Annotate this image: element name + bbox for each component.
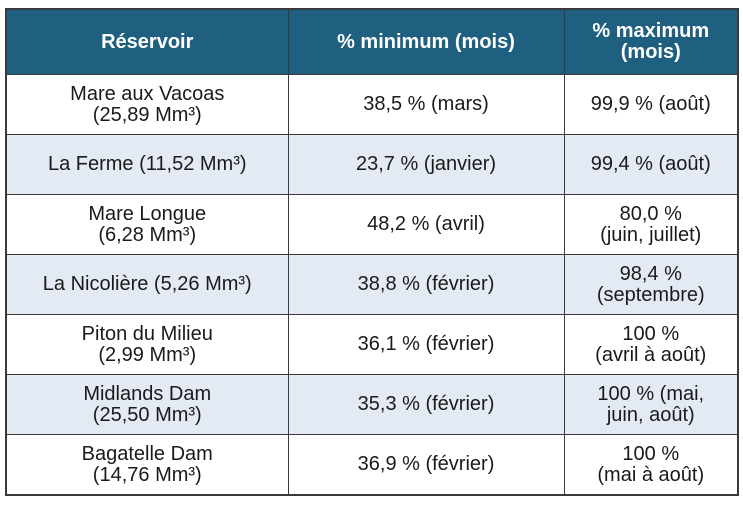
table-cell: Midlands Dam (25,50 Mm³) — [5, 374, 289, 435]
cell-line: Réservoir — [101, 30, 194, 53]
table-cell: Mare Longue (6,28 Mm³) — [5, 194, 289, 255]
cell-line: 98,4 % — [619, 262, 682, 285]
cell-line: 80,0 % — [619, 202, 682, 225]
cell-line: % maximum — [592, 20, 710, 42]
table-row: La Nicolière (5,26 Mm³) 38,8 % (février) 9… — [5, 254, 739, 315]
cell-line: (25,89 Mm³) — [92, 103, 202, 126]
header-cell: % minimum (mois) — [287, 8, 565, 75]
cell-line: 99,4 % (août) — [590, 153, 711, 175]
cell-line: Midlands Dam — [83, 382, 212, 405]
header-row: Réservoir % minimum (mois) % maximum (mois) — [5, 8, 739, 75]
table-cell: 48,2 % (avril) — [287, 194, 565, 255]
cell-line: (14,76 Mm³) — [92, 463, 202, 486]
reservoir-table: Réservoir % minimum (mois) % maximum (mois)… — [5, 8, 739, 496]
table-cell: La Nicolière (5,26 Mm³) — [5, 254, 289, 315]
cell-line: 35,3 % (février) — [357, 393, 495, 415]
cell-line: (2,99 Mm³) — [98, 343, 197, 366]
cell-line: Bagatelle Dam — [81, 442, 213, 465]
table-cell: 99,9 % (août) — [563, 74, 739, 135]
cell-line: (juin, juillet) — [600, 223, 702, 246]
table-row: Bagatelle Dam (14,76 Mm³) 36,9 % (février)… — [5, 434, 739, 496]
cell-line: 38,5 % (mars) — [363, 93, 489, 115]
table-row: Mare aux Vacoas (25,89 Mm³) 38,5 % (mars) 9… — [5, 74, 739, 135]
cell-line: La Ferme (11,52 Mm³) — [47, 153, 247, 175]
table-cell: Bagatelle Dam (14,76 Mm³) — [5, 434, 289, 496]
cell-line: (avril à août) — [595, 343, 707, 366]
table-cell: 98,4 % (septembre) — [563, 254, 739, 315]
table-cell: 80,0 % (juin, juillet) — [563, 194, 739, 255]
table-cell: 99,4 % (août) — [563, 134, 739, 195]
header-cell: % maximum (mois) — [563, 8, 739, 75]
cell-line: (25,50 Mm³) — [92, 403, 202, 426]
cell-line: % minimum (mois) — [337, 30, 515, 53]
cell-line: (6,28 Mm³) — [98, 223, 197, 246]
table-row: Midlands Dam (25,50 Mm³) 35,3 % (février) 1… — [5, 374, 739, 435]
table-cell: 36,9 % (février) — [287, 434, 565, 496]
table-row: La Ferme (11,52 Mm³) 23,7 % (janvier) 99,4… — [5, 134, 739, 195]
cell-line: Mare aux Vacoas — [70, 82, 225, 105]
cell-line: 36,9 % (février) — [357, 453, 495, 475]
table-cell: 35,3 % (février) — [287, 374, 565, 435]
table-cell: La Ferme (11,52 Mm³) — [5, 134, 289, 195]
table-cell: 23,7 % (janvier) — [287, 134, 565, 195]
table-cell: 38,8 % (février) — [287, 254, 565, 315]
cell-line: La Nicolière (5,26 Mm³) — [42, 273, 252, 295]
cell-line: Piton du Milieu — [81, 322, 213, 345]
cell-line: 99,9 % (août) — [590, 93, 711, 115]
cell-line: juin, août) — [606, 403, 695, 426]
cell-line: 23,7 % (janvier) — [355, 153, 497, 175]
cell-line: 100 % (mai, — [597, 382, 705, 405]
cell-line: 100 % — [622, 442, 680, 465]
table-row: Mare Longue (6,28 Mm³) 48,2 % (avril) 80,0 … — [5, 194, 739, 255]
table-cell: 36,1 % (février) — [287, 314, 565, 375]
table-cell: 38,5 % (mars) — [287, 74, 565, 135]
cell-line: (septembre) — [596, 283, 705, 306]
table-cell: Piton du Milieu (2,99 Mm³) — [5, 314, 289, 375]
table-cell: 100 % (mai, juin, août) — [563, 374, 739, 435]
cell-line: 100 % — [622, 322, 680, 345]
table-row: Piton du Milieu (2,99 Mm³) 36,1 % (février… — [5, 314, 739, 375]
cell-line: 38,8 % (février) — [357, 273, 495, 295]
cell-line: (mois) — [620, 41, 681, 63]
header-cell: Réservoir — [5, 8, 289, 75]
table-cell: Mare aux Vacoas (25,89 Mm³) — [5, 74, 289, 135]
table-cell: 100 % (avril à août) — [563, 314, 739, 375]
table-cell: 100 % (mai à août) — [563, 434, 739, 496]
cell-line: Mare Longue — [88, 202, 207, 225]
cell-line: 36,1 % (février) — [357, 333, 495, 355]
cell-line: 48,2 % (avril) — [367, 213, 485, 235]
cell-line: (mai à août) — [597, 463, 705, 486]
